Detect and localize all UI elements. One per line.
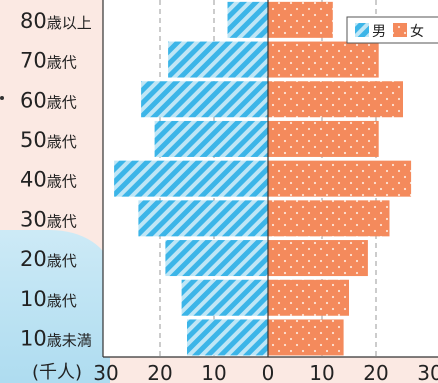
background-dot [0,96,4,100]
legend: 男 女 [346,16,438,44]
bar-female [268,160,412,197]
category-label: 20歳代 [20,247,77,271]
bar-male [141,81,268,118]
unit-label: (千人) [32,362,82,383]
x-tick-label: 0 [262,361,275,383]
category-labels: 80歳以上 70歳代 60歳代 50歳代 40歳代 30歳代 20歳代 10歳代 10歳未満 [20,9,92,351]
x-tick-label: 10 [309,361,334,383]
bar-male [227,1,268,38]
bar-male [168,41,268,78]
bar-female [268,41,379,78]
bar-male [154,120,268,157]
category-label: 30歳代 [20,207,77,231]
x-tick-label: 10 [201,361,226,383]
legend-label-female: 女 [410,23,424,40]
x-tick-label: 30 [417,361,438,383]
bar-female [268,81,403,118]
bar-male [114,160,268,197]
bar-male [187,319,268,356]
category-label: 10歳代 [20,287,77,311]
x-tick-label: 20 [363,361,388,383]
category-label: 80歳以上 [20,9,92,33]
x-tick-label: 20 [147,361,172,383]
legend-label-male: 男 [372,24,386,40]
x-tick-labels: 30 20 10 0 10 20 30 [93,361,438,383]
category-label: 70歳代 [20,49,77,73]
category-label: 10歳未満 [20,326,92,350]
background-wave [0,230,110,383]
bar-female [268,319,344,356]
male-bars [114,1,268,356]
bar-female [268,120,379,157]
bar-female [268,240,368,277]
category-label: 50歳代 [20,128,77,152]
female-bars [268,1,412,356]
bar-male [138,200,268,237]
x-tick-label: 30 [93,361,118,383]
legend-swatch-female [393,23,407,37]
bar-female [268,1,333,38]
bar-male [181,279,268,316]
bar-female [268,279,349,316]
category-label: 40歳代 [20,168,77,192]
bar-female [268,200,390,237]
legend-swatch-male [355,23,369,37]
category-label: 60歳代 [20,88,77,112]
bar-male [165,240,268,277]
